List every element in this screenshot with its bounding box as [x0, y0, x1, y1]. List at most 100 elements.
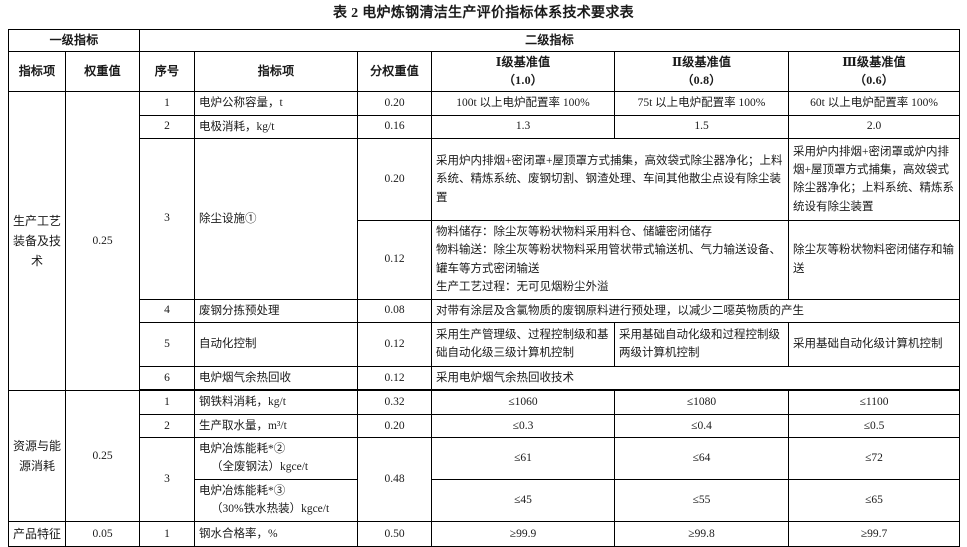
row-sub-weight: 0.12 [357, 219, 432, 300]
row-level12-merged-value: 采用炉内排烟+密闭罩+屋顶罩方式捕集，高效袋式除尘器净化；上料系统、精炼系统、废… [431, 137, 789, 221]
row-indicator: 电炉冶炼能耗*③ （30%铁水热装）kgce/t [194, 478, 358, 522]
row-level1-value: 1.3 [431, 114, 615, 139]
row-all-levels-merged-value: 对带有涂层及含氯物质的废钢原料进行预处理，以减少二噁英物质的产生 [430, 298, 961, 323]
row-level2-value: 1.5 [614, 114, 789, 139]
header-indicator-item-primary: 指标项 [8, 51, 66, 93]
row-level1-value: 采用生产管理级、过程控制级和基础自动化级三级计算机控制 [431, 321, 615, 367]
table-row: 4 废钢分拣预处理 0.08 对带有涂层及含氯物质的废钢原料进行预处理，以减少二… [9, 298, 961, 323]
row-level3-value: 除尘灰等粉状物料密闭储存和输送 [787, 219, 961, 300]
table-body: 生产工艺装备及技术 0.25 1 电炉公称容量，t 0.20 100t 以上电炉… [8, 91, 961, 547]
row-seq: 2 [139, 413, 195, 439]
row-level2-value: ≤1080 [614, 390, 789, 415]
row-seq: 3 [139, 137, 195, 300]
header-level1-group: 一级指标 [8, 28, 140, 53]
row-seq: 2 [139, 114, 195, 139]
row-seq: 6 [139, 365, 195, 391]
row-indicator-line1: 电炉冶炼能耗*③ [199, 484, 286, 497]
row-level2-value: 75t 以上电炉配置率 100% [614, 91, 789, 116]
table-row: 6 电炉烟气余热回收 0.12 采用电炉烟气余热回收技术 [9, 365, 961, 391]
table-header: 一级指标 二级指标 指标项 权重值 序号 指标项 分权重值 Ⅰ级基准值 （1.0… [8, 28, 961, 93]
header-level1-benchmark: Ⅰ级基准值 （1.0） [431, 51, 615, 93]
row-level3-value: 60t 以上电炉配置率 100% [787, 91, 961, 116]
header-level1-benchmark-name: Ⅰ级基准值 [495, 55, 551, 70]
row-indicator: 电炉冶炼能耗*② （全废钢法）kgce/t [194, 437, 358, 480]
table-row: 3 除尘设施① 0.20 采用炉内排烟+密闭罩+屋顶罩方式捕集，高效袋式除尘器净… [9, 137, 961, 300]
row-sub-weight: 0.12 [357, 365, 432, 391]
row-level3-value: 采用炉内排烟+密闭罩或炉内排烟+屋顶罩方式捕集，高效袋式除尘器净化；上料系统、精… [787, 137, 961, 221]
row-seq: 5 [139, 321, 195, 367]
merged-line: 物料储存：除尘灰等粉状物料采用料仓、储罐密闭储存 [436, 225, 712, 238]
header-seq: 序号 [139, 51, 195, 93]
standards-table: 一级指标 二级指标 指标项 权重值 序号 指标项 分权重值 Ⅰ级基准值 （1.0… [8, 28, 961, 547]
table-row: 生产工艺装备及技术 0.25 1 电炉公称容量，t 0.20 100t 以上电炉… [8, 91, 961, 392]
row-sub-weight: 0.20 [357, 413, 432, 439]
header-level2-benchmark-name: Ⅱ级基准值 [671, 55, 732, 70]
row-indicator: 电炉烟气余热回收 [194, 365, 358, 391]
header-level3-benchmark-name: Ⅲ级基准值 [842, 55, 906, 70]
table-caption: 表 2 电炉炼钢清洁生产评价指标体系技术要求表 [333, 6, 634, 21]
header-level3-benchmark-value: （0.6） [854, 72, 895, 87]
table-row: 3 电炉冶炼能耗*② （全废钢法）kgce/t 0.48 ≤61 ≤64 ≤72 [9, 437, 961, 522]
header-level3-benchmark: Ⅲ级基准值 （0.6） [787, 51, 961, 93]
row-sub-weight: 0.16 [357, 114, 432, 139]
row-indicator: 除尘设施① [194, 137, 358, 300]
row-seq: 1 [139, 390, 195, 415]
row-indicator: 钢铁料消耗，kg/t [194, 390, 358, 415]
section-name-production: 生产工艺装备及技术 [8, 91, 66, 392]
row-level3-value: 采用基础自动化级计算机控制 [787, 321, 961, 367]
row-level3-value: ≤65 [787, 478, 961, 522]
row-indicator-line2: （30%铁水热装）kgce/t [211, 503, 330, 516]
table-row: 2 电极消耗，kg/t 0.16 1.3 1.5 2.0 [9, 114, 961, 139]
table-row: 5 自动化控制 0.12 采用生产管理级、过程控制级和基础自动化级三级计算机控制… [9, 321, 961, 367]
row-level1-value: ≤1060 [431, 390, 615, 415]
table-row: 2 生产取水量，m³/t 0.20 ≤0.3 ≤0.4 ≤0.5 [9, 413, 961, 439]
row-sub-weight: 0.20 [357, 137, 432, 221]
row-indicator-line2: （全废钢法）kgce/t [211, 461, 309, 474]
row-seq: 3 [139, 437, 195, 522]
row-sub-weight: 0.08 [357, 298, 432, 323]
row-level2-value: ≤64 [614, 437, 789, 480]
row-seq: 1 [139, 91, 195, 116]
header-level2-group: 二级指标 [138, 28, 961, 53]
row-indicator: 生产取水量，m³/t [194, 413, 358, 439]
row-seq: 4 [139, 298, 195, 323]
row-level2-value: ≤0.4 [614, 413, 789, 439]
header-column-row: 指标项 权重值 序号 指标项 分权重值 Ⅰ级基准值 （1.0） Ⅱ级基准值 （0… [8, 51, 961, 93]
header-level2-benchmark-value: （0.8） [681, 72, 722, 87]
row-level3-value: ≤0.5 [787, 413, 961, 439]
merged-line: 物料输送：除尘灰等粉状物料采用管状带式输送机、气力输送设备、罐车等方式密闭输送 [436, 244, 781, 275]
header-indicator-item-secondary: 指标项 [194, 51, 358, 93]
row-sub-weight: 0.48 [357, 437, 432, 522]
table-row: 0.12 物料储存：除尘灰等粉状物料采用料仓、储罐密闭储存 物料输送：除尘灰等粉… [9, 219, 961, 300]
row-level12-merged-value: 物料储存：除尘灰等粉状物料采用料仓、储罐密闭储存 物料输送：除尘灰等粉状物料采用… [431, 219, 789, 300]
row-level2-value: 采用基础自动化级和过程控制级两级计算机控制 [614, 321, 789, 367]
row-indicator: 废钢分拣预处理 [194, 298, 358, 323]
header-weight: 权重值 [65, 51, 140, 93]
row-indicator: 电炉公称容量，t [194, 91, 358, 116]
row-level1-value: ≤61 [431, 437, 615, 480]
header-group-row: 一级指标 二级指标 [8, 28, 961, 53]
header-sub-weight: 分权重值 [357, 51, 432, 93]
row-level3-value: ≤72 [787, 437, 961, 480]
row-level1-value: 100t 以上电炉配置率 100% [431, 91, 615, 116]
header-level1-benchmark-value: （1.0） [502, 72, 543, 87]
merged-line: 生产工艺过程：无可见烟粉尘外溢 [436, 281, 609, 294]
row-level3-value: ≤1100 [787, 390, 961, 415]
row-level1-value: ≤0.3 [431, 413, 615, 439]
section-weight-resource: 0.25 [65, 390, 140, 522]
table-row: 资源与能源消耗 0.25 1 钢铁料消耗，kg/t 0.32 ≤1060 ≤10… [8, 390, 961, 522]
row-all-levels-merged-value: 采用电炉烟气余热回收技术 [430, 365, 961, 391]
row-sub-weight: 0.20 [357, 91, 432, 116]
row-indicator: 电极消耗，kg/t [194, 114, 358, 139]
row-indicator: 自动化控制 [194, 321, 358, 367]
row-sub-weight: 0.12 [357, 321, 432, 367]
row-level1-value: ≤45 [431, 478, 615, 522]
row-level3-value: 2.0 [787, 114, 961, 139]
row-indicator-line1: 电炉冶炼能耗*② [199, 443, 286, 456]
section-weight-production: 0.25 [65, 91, 140, 392]
section-name-resource: 资源与能源消耗 [8, 390, 66, 522]
row-sub-weight: 0.32 [357, 390, 432, 415]
header-level2-benchmark: Ⅱ级基准值 （0.8） [614, 51, 789, 93]
row-level2-value: ≤55 [614, 478, 789, 522]
